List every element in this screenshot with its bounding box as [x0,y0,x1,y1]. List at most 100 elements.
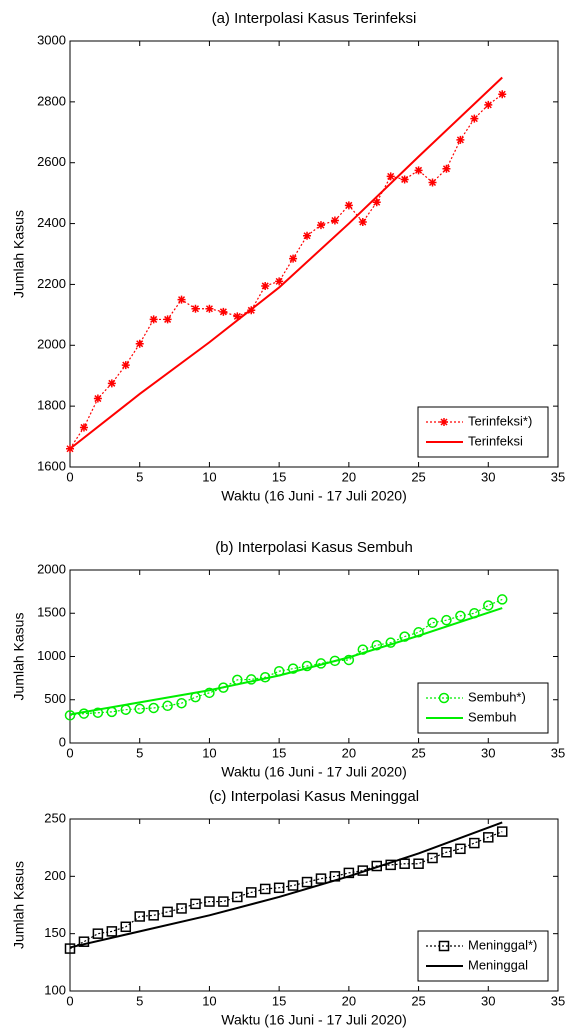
x-tick-label: 25 [411,469,425,484]
marker [259,883,271,895]
marker [92,707,104,718]
x-tick-label: 30 [481,993,495,1008]
y-tick-label: 1800 [37,398,66,413]
legend-label: Meninggal*) [468,937,537,952]
chart-title: (c) Interpolasi Kasus Meninggal [209,788,419,805]
x-tick-label: 35 [551,745,565,760]
x-tick-label: 35 [551,993,565,1008]
marker [163,315,172,324]
marker [135,339,144,348]
chart-title: (b) Interpolasi Kasus Sembuh [215,539,413,556]
legend-marker [438,692,450,704]
marker [121,361,130,370]
marker [301,876,313,888]
marker [287,880,299,891]
marker [261,281,270,290]
x-tick-label: 5 [136,745,143,760]
x-tick-label: 20 [342,745,356,760]
x-tick-label: 10 [202,993,216,1008]
marker [484,100,493,109]
y-axis-label: Jumlah Kasus [11,210,27,298]
marker [134,911,145,922]
marker [66,444,74,453]
marker [219,307,228,316]
legend-marker [440,418,448,426]
marker [162,906,173,918]
y-tick-label: 2200 [37,276,66,291]
y-tick-label: 0 [59,734,66,749]
legend-box [417,930,549,982]
x-tick-label: 30 [481,745,495,760]
x-tick-label: 5 [136,993,143,1008]
marker [400,175,409,184]
legend-label: Sembuh*) [468,689,526,704]
marker [134,703,145,715]
x-tick-label: 0 [66,745,73,760]
marker [301,660,313,672]
x-tick-label: 30 [481,469,495,484]
marker [64,710,76,721]
x-tick-label: 5 [136,469,143,484]
marker [148,702,159,714]
marker [190,898,201,910]
marker [470,114,479,123]
y-tick-label: 200 [44,868,66,883]
x-tick-label: 25 [411,993,425,1008]
marker [386,172,395,181]
marker [315,873,327,884]
x-axis-label: Waktu (16 Juni - 17 Juli 2020) [221,488,406,504]
marker [78,936,90,947]
marker [483,832,494,843]
marker [498,90,507,99]
marker [330,216,339,225]
y-tick-label: 3000 [37,32,66,47]
marker [92,928,104,939]
y-tick-label: 2000 [37,337,66,352]
marker [149,315,158,324]
y-tick-label: 2800 [37,93,66,108]
plot-frame [69,40,559,468]
marker [205,304,214,313]
y-axis-label: Jumlah Kasus [11,613,27,701]
marker [303,231,312,240]
marker [289,254,298,263]
marker [287,663,299,674]
legend-marker [438,940,450,952]
marker [483,600,494,611]
legend-box [417,682,549,734]
marker [399,858,410,869]
y-tick-label: 1600 [37,458,66,473]
x-tick-label: 20 [342,469,356,484]
marker [275,277,284,286]
marker [176,903,187,914]
marker [79,423,88,432]
y-tick-label: 100 [44,982,66,997]
marker [204,687,215,699]
marker [191,304,200,313]
marker [64,943,76,954]
x-tick-label: 20 [342,993,356,1008]
y-tick-label: 500 [44,691,66,706]
chart-title: (a) Interpolasi Kasus Terinfeksi [212,10,417,27]
marker [343,654,355,666]
legend-marker [438,692,450,704]
x-tick-label: 15 [272,993,286,1008]
y-tick-label: 1500 [37,605,66,620]
x-tick-label: 10 [202,469,216,484]
series-line [69,821,503,949]
marker [204,896,215,907]
marker [246,674,257,685]
x-tick-label: 35 [551,469,565,484]
marker [413,858,424,869]
legend-label: Terinfeksi [468,433,523,448]
x-tick-label: 0 [66,469,73,484]
legend-label: Meninggal [468,957,528,972]
x-tick-label: 15 [272,745,286,760]
x-tick-label: 10 [202,745,216,760]
y-tick-label: 250 [44,810,66,825]
legend-label: Terinfeksi*) [468,413,532,428]
marker [218,896,229,907]
series-line [69,76,503,450]
